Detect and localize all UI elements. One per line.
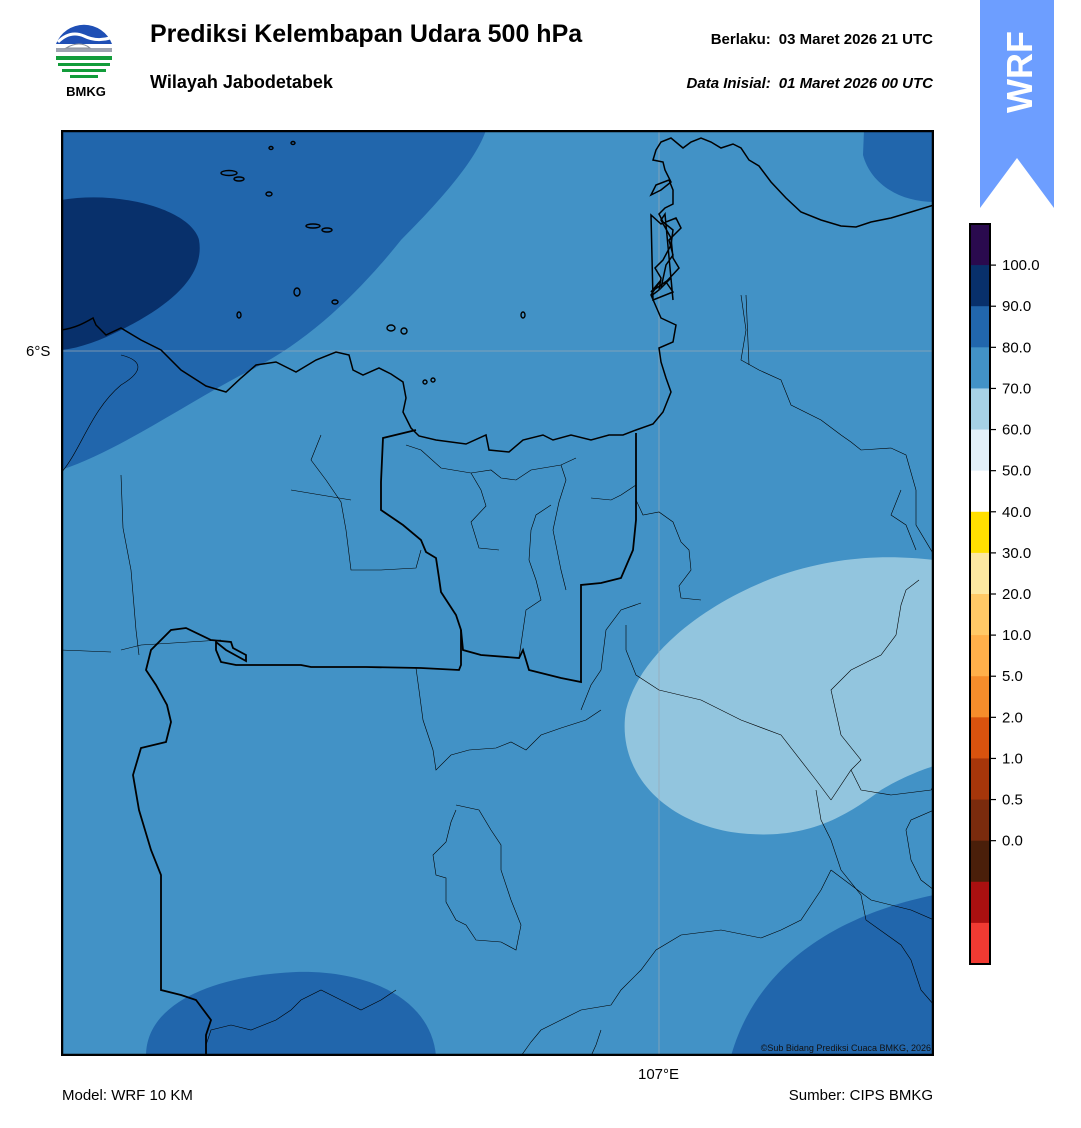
thousand-islands bbox=[220, 140, 526, 385]
colorbar-segment bbox=[970, 758, 990, 801]
model-label: Model: WRF 10 KM bbox=[62, 1087, 193, 1104]
colorbar-label: 0.0 bbox=[1002, 833, 1023, 850]
init-time-label: Data Inisial: bbox=[686, 75, 771, 92]
colorbar-segment bbox=[970, 594, 990, 636]
colorbar-segment bbox=[970, 224, 990, 266]
province-boundary-jakarta bbox=[380, 429, 637, 684]
coastline bbox=[61, 211, 682, 453]
colorbar-segment bbox=[970, 881, 990, 924]
colorbar-segment bbox=[970, 265, 990, 307]
colorbar-segment bbox=[970, 840, 990, 883]
source-label: Sumber: CIPS BMKG bbox=[788, 1087, 933, 1104]
coastline-east bbox=[649, 137, 934, 297]
district-boundaries bbox=[61, 294, 934, 1056]
colorbar-label: 40.0 bbox=[1002, 504, 1031, 521]
colorbar-segment bbox=[970, 635, 990, 677]
humidity-zone-80-90-northeast bbox=[863, 130, 934, 202]
humidity-zone-60-70-east bbox=[624, 557, 934, 835]
colorbar-segment bbox=[970, 676, 990, 718]
colorbar-label: 70.0 bbox=[1002, 380, 1031, 397]
humidity-map bbox=[61, 130, 934, 1056]
colorbar-label: 60.0 bbox=[1002, 422, 1031, 439]
colorbar-label: 90.0 bbox=[1002, 298, 1031, 315]
colorbar-segment bbox=[970, 552, 990, 595]
colorbar-label: 1.0 bbox=[1002, 750, 1023, 767]
humidity-zone-80-90-southeast bbox=[731, 895, 934, 1056]
colorbar-label: 5.0 bbox=[1002, 668, 1023, 685]
wrf-badge-text: WRF bbox=[999, 31, 1040, 113]
humidity-zone-90-100-northwest bbox=[61, 197, 200, 350]
colorbar-segment bbox=[970, 511, 990, 554]
map-title: Prediksi Kelembapan Udara 500 hPa bbox=[150, 20, 583, 48]
colorbar-label: 0.5 bbox=[1002, 792, 1023, 809]
init-time-value: 01 Maret 2026 00 UTC bbox=[778, 75, 933, 92]
colorbar-label: 2.0 bbox=[1002, 709, 1023, 726]
copyright-text: ©Sub Bidang Prediksi Cuaca BMKG, 2026 bbox=[760, 1043, 931, 1053]
wrf-badge: WRF bbox=[980, 0, 1054, 208]
colorbar-segment bbox=[970, 717, 990, 759]
colorbar-segment bbox=[970, 347, 990, 389]
province-boundary-west bbox=[132, 627, 462, 1056]
valid-time-value: 03 Maret 2026 21 UTC bbox=[778, 31, 933, 48]
colorbar-label: 30.0 bbox=[1002, 545, 1031, 562]
colorbar-label: 100.0 bbox=[1002, 257, 1040, 274]
longitude-label: 107°E bbox=[638, 1066, 680, 1083]
colorbar: 100.0 90.0 80.0 70.0 60.0 50.0 40.0 30.0 20.0 10.… bbox=[969, 223, 1040, 965]
colorbar-label: 50.0 bbox=[1002, 463, 1031, 480]
valid-time-label: Berlaku: bbox=[710, 31, 771, 48]
colorbar-label: 20.0 bbox=[1002, 586, 1031, 603]
latitude-label: 6°S bbox=[26, 343, 51, 360]
colorbar-segment bbox=[970, 799, 990, 842]
colorbar-segment bbox=[970, 922, 990, 965]
colorbar-segment bbox=[970, 306, 990, 348]
bmkg-logo-icon bbox=[53, 21, 115, 83]
init-time: Data Inisial: 01 Maret 2026 00 UTC bbox=[687, 75, 933, 92]
humidity-zone-80-90-south bbox=[146, 971, 436, 1056]
colorbar-segment bbox=[970, 470, 990, 513]
colorbar-segment bbox=[970, 429, 990, 472]
colorbar-segment bbox=[970, 388, 990, 431]
logo-text: BMKG bbox=[66, 84, 106, 99]
map-subtitle: Wilayah Jabodetabek bbox=[150, 72, 333, 92]
colorbar-label: 10.0 bbox=[1002, 627, 1031, 644]
colorbar-label: 80.0 bbox=[1002, 339, 1031, 356]
valid-time: Berlaku: 03 Maret 2026 21 UTC bbox=[711, 31, 933, 48]
